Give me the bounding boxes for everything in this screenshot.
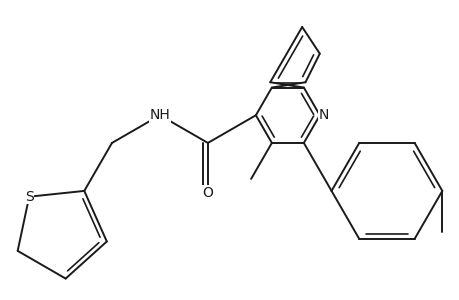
Text: N: N: [319, 108, 329, 122]
Text: NH: NH: [149, 108, 170, 122]
Text: S: S: [25, 190, 34, 204]
Text: O: O: [202, 186, 213, 200]
